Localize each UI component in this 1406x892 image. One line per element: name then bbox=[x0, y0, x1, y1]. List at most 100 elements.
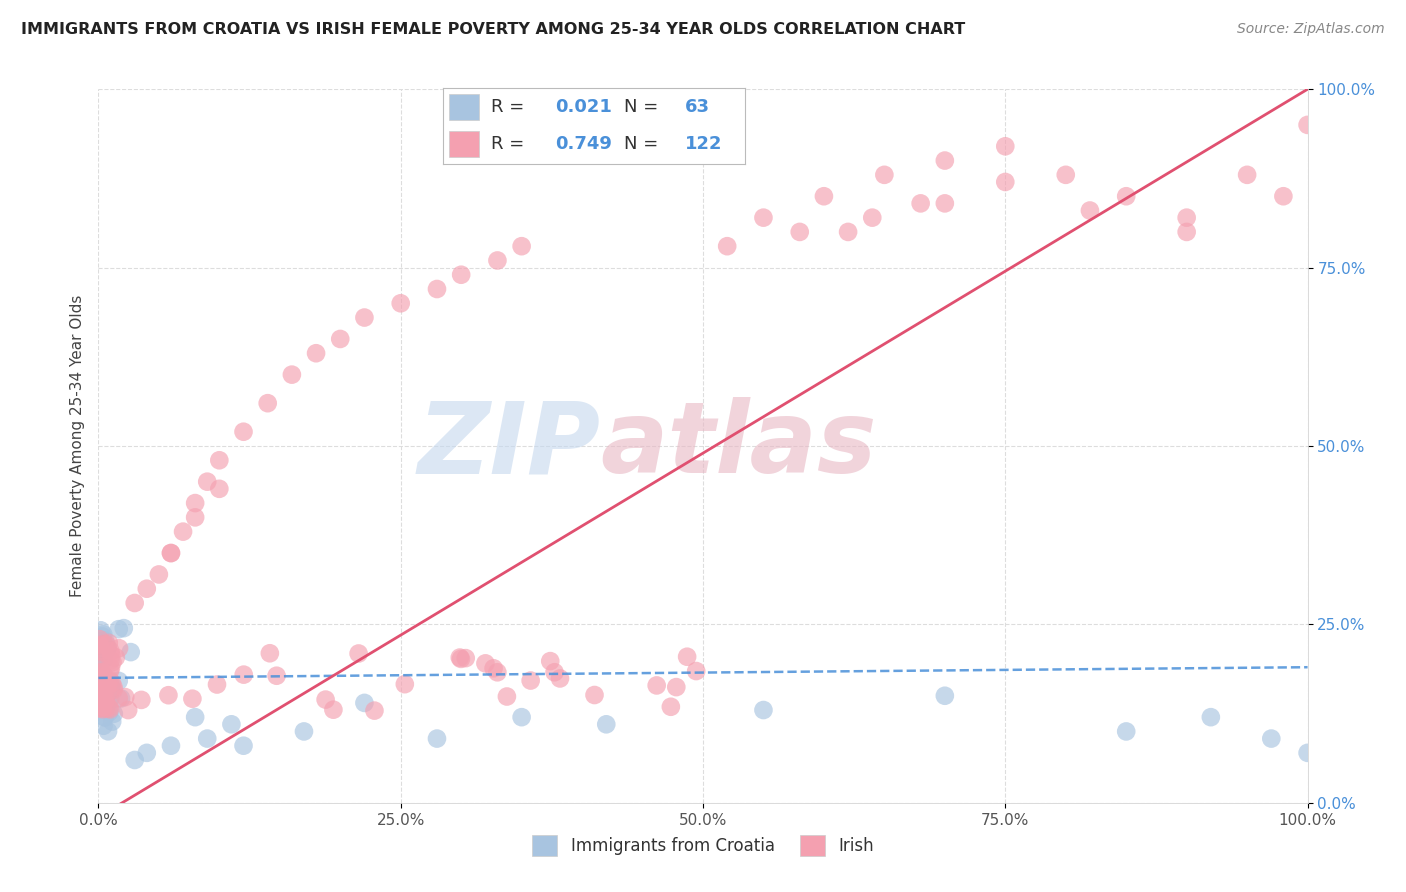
Point bbox=[97, 679, 120, 693]
Point bbox=[510, 710, 533, 724]
Point bbox=[1296, 746, 1319, 760]
Point bbox=[482, 661, 505, 675]
Point bbox=[329, 332, 352, 346]
Point bbox=[89, 651, 111, 665]
Point bbox=[97, 724, 120, 739]
Point bbox=[347, 647, 370, 661]
Point bbox=[89, 632, 111, 647]
Point bbox=[994, 139, 1017, 153]
Text: 0.021: 0.021 bbox=[555, 98, 612, 116]
Point bbox=[160, 546, 183, 560]
Point bbox=[157, 688, 180, 702]
Point bbox=[96, 641, 118, 656]
Point bbox=[305, 346, 328, 360]
Point bbox=[1296, 118, 1319, 132]
Point bbox=[91, 686, 114, 700]
Point bbox=[172, 524, 194, 539]
Point bbox=[873, 168, 896, 182]
Point bbox=[89, 688, 111, 702]
Point bbox=[837, 225, 859, 239]
Point bbox=[205, 677, 228, 691]
Point bbox=[90, 624, 112, 638]
Point bbox=[90, 649, 112, 664]
Point bbox=[160, 546, 183, 560]
Point bbox=[353, 696, 375, 710]
Point bbox=[394, 677, 416, 691]
Point bbox=[789, 225, 811, 239]
Point bbox=[89, 638, 111, 652]
Point bbox=[96, 701, 118, 715]
Point bbox=[486, 253, 509, 268]
Point bbox=[103, 681, 125, 695]
Point bbox=[89, 665, 111, 679]
Point bbox=[232, 425, 254, 439]
Point bbox=[148, 567, 170, 582]
Point bbox=[363, 704, 385, 718]
Point bbox=[184, 496, 207, 510]
Text: N =: N = bbox=[624, 135, 658, 153]
Point bbox=[103, 706, 125, 721]
Point bbox=[94, 679, 117, 693]
Point bbox=[1175, 211, 1198, 225]
Point bbox=[519, 673, 541, 688]
Point bbox=[208, 482, 231, 496]
Point bbox=[934, 689, 956, 703]
Point bbox=[97, 677, 120, 691]
Point bbox=[1078, 203, 1101, 218]
Point bbox=[93, 668, 115, 682]
Point bbox=[91, 630, 114, 644]
Point bbox=[1054, 168, 1077, 182]
Point bbox=[89, 661, 111, 675]
Point bbox=[93, 680, 115, 694]
Point bbox=[322, 703, 344, 717]
Point bbox=[90, 676, 112, 690]
Point bbox=[94, 670, 117, 684]
Point bbox=[93, 719, 115, 733]
Point bbox=[221, 717, 243, 731]
Point bbox=[100, 661, 122, 675]
Point bbox=[353, 310, 375, 325]
Point bbox=[910, 196, 932, 211]
Text: 63: 63 bbox=[685, 98, 710, 116]
Point bbox=[256, 396, 278, 410]
Point bbox=[91, 699, 114, 714]
Point bbox=[91, 690, 114, 704]
Point bbox=[94, 693, 117, 707]
Text: Source: ZipAtlas.com: Source: ZipAtlas.com bbox=[1237, 22, 1385, 37]
Point bbox=[131, 693, 153, 707]
Point bbox=[114, 690, 136, 704]
Text: 122: 122 bbox=[685, 135, 723, 153]
Point bbox=[97, 636, 120, 650]
Point bbox=[98, 664, 121, 678]
Point bbox=[510, 239, 533, 253]
Point bbox=[1272, 189, 1295, 203]
Point bbox=[97, 678, 120, 692]
Legend: Immigrants from Croatia, Irish: Immigrants from Croatia, Irish bbox=[526, 829, 880, 863]
Point bbox=[98, 702, 121, 716]
Point bbox=[259, 646, 281, 660]
Point bbox=[107, 691, 129, 706]
Point bbox=[108, 641, 131, 656]
Text: 0.749: 0.749 bbox=[555, 135, 612, 153]
Point bbox=[89, 648, 111, 662]
Point bbox=[93, 679, 115, 693]
Point bbox=[93, 677, 115, 691]
Point bbox=[486, 665, 509, 680]
Point bbox=[449, 650, 471, 665]
Point bbox=[89, 700, 111, 714]
Point bbox=[1115, 724, 1137, 739]
Text: atlas: atlas bbox=[600, 398, 877, 494]
Point bbox=[232, 739, 254, 753]
Point bbox=[117, 703, 139, 717]
Point bbox=[93, 645, 115, 659]
Point bbox=[181, 691, 204, 706]
Point bbox=[645, 678, 668, 692]
Point bbox=[89, 640, 111, 655]
Point bbox=[97, 674, 120, 689]
Point bbox=[89, 668, 111, 682]
Point bbox=[934, 153, 956, 168]
Point bbox=[90, 645, 112, 659]
Point bbox=[389, 296, 412, 310]
Point bbox=[934, 196, 956, 211]
Point bbox=[89, 644, 111, 658]
